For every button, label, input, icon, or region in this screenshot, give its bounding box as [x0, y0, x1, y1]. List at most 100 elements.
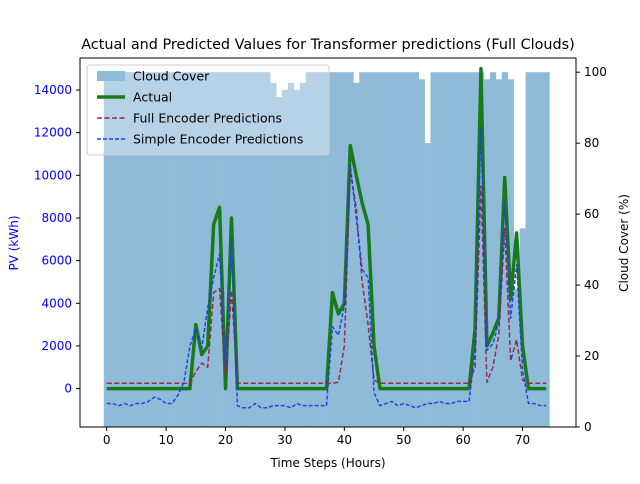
cloud-cover-bar: [501, 72, 509, 427]
y-left-tick-label: 10000: [34, 168, 72, 182]
cloud-cover-bar: [436, 72, 443, 427]
cloud-cover-bar: [442, 72, 449, 427]
cloud-cover-bar: [489, 72, 497, 427]
x-tick-label: 40: [337, 433, 352, 447]
y-left-tick-label: 14000: [34, 83, 72, 97]
cloud-cover-bar: [169, 72, 176, 427]
y-right-tick-label: 80: [584, 136, 599, 150]
cloud-cover-bar: [477, 72, 485, 427]
cloud-cover-bar: [163, 72, 170, 427]
cloud-cover-bar: [353, 82, 360, 427]
legend: Cloud Cover Actual Full Encoder Prediction…: [86, 64, 330, 156]
simple-encoder-line: [106, 125, 547, 409]
cloud-cover-bar: [525, 72, 532, 427]
y-left-tick-label: 12000: [34, 126, 72, 140]
x-tick-label: 60: [455, 433, 470, 447]
legend-label: Cloud Cover: [133, 69, 210, 84]
cloud-cover-bar: [371, 72, 378, 427]
x-tick-label: 20: [218, 433, 233, 447]
cloud-cover-bar: [507, 79, 515, 427]
x-tick-label: 30: [277, 433, 292, 447]
cloud-cover-bar: [204, 72, 212, 427]
cloud-cover-bar: [258, 72, 265, 427]
cloud-cover-bar: [448, 72, 455, 427]
cloud-cover-bar: [466, 72, 473, 427]
cloud-cover-bar: [341, 72, 348, 427]
y-left-tick-label: 4000: [41, 296, 72, 310]
cloud-cover-bar: [454, 72, 461, 427]
cloud-cover-bar: [382, 72, 390, 427]
cloud-cover-bar: [347, 72, 354, 427]
cloud-cover-bar: [543, 72, 550, 427]
cloud-cover-bar: [127, 72, 134, 427]
plot-frame: [79, 57, 577, 428]
cloud-cover-bar: [151, 72, 158, 427]
cloud-cover-bar: [198, 72, 206, 427]
cloud-cover-bar: [377, 72, 384, 427]
y-right-tick-label: 60: [584, 207, 599, 221]
cloud-cover-bar: [115, 72, 122, 427]
cloud-cover-bar: [240, 72, 247, 427]
x-tick-label: 50: [396, 433, 411, 447]
cloud-cover-bar: [133, 72, 140, 427]
cloud-cover-bar: [234, 72, 241, 427]
y-right-tick-label: 40: [584, 278, 599, 292]
legend-label: Simple Encoder Predictions: [133, 132, 303, 147]
cloud-cover-bar: [388, 72, 396, 427]
cloud-cover-bar: [281, 89, 289, 428]
legend-label: Full Encoder Predictions: [133, 111, 282, 126]
cloud-cover-bar: [311, 72, 318, 427]
cloud-cover-bar: [329, 72, 336, 427]
y-left-tick-label: 0: [64, 382, 72, 396]
cloud-cover-bar: [430, 72, 437, 427]
cloud-cover-bar: [394, 72, 402, 427]
y-left-tick-label: 6000: [41, 254, 72, 268]
y-axis-right-label: Cloud Cover (%): [617, 194, 631, 292]
cloud-cover-bar: [359, 72, 366, 427]
cloud-cover-bar: [317, 72, 324, 427]
y-axis-left: 0 2000 4000 6000 8000 10000 12000 14000: [34, 83, 80, 396]
y-left-tick-label: 2000: [41, 339, 72, 353]
x-tick-label: 10: [158, 433, 173, 447]
cloud-cover-bars: [103, 72, 550, 428]
cloud-cover-bar: [252, 72, 259, 427]
cloud-cover-bar: [222, 72, 229, 427]
legend-swatch-cloud-cover: [97, 71, 125, 81]
cloud-cover-bar: [246, 72, 253, 427]
cloud-cover-bar: [412, 72, 419, 427]
cloud-cover-bar: [335, 72, 342, 427]
cloud-cover-bar: [139, 72, 146, 427]
legend-box: [86, 64, 330, 156]
cloud-cover-bar: [323, 72, 330, 427]
x-tick-label: 70: [515, 433, 530, 447]
cloud-cover-bar: [400, 72, 408, 427]
cloud-cover-bar: [192, 72, 200, 427]
cloud-cover-bar: [305, 72, 313, 427]
chart-title: Actual and Predicted Values for Transfor…: [81, 37, 575, 53]
cloud-cover-bar: [406, 72, 414, 427]
full-encoder-line: [106, 170, 547, 385]
x-tick-label: 0: [103, 433, 111, 447]
cloud-cover-bar: [483, 79, 491, 427]
cloud-cover-bar: [513, 288, 520, 428]
y-right-tick-label: 100: [584, 65, 607, 79]
cloud-cover-bar: [495, 79, 503, 427]
cloud-cover-bar: [157, 72, 164, 427]
cloud-cover-bar: [299, 82, 307, 427]
cloud-cover-bar: [460, 72, 467, 427]
cloud-cover-bar: [270, 82, 277, 427]
cloud-cover-bar: [180, 72, 188, 427]
x-axis: 0 10 20 30 40 50 60 70: [103, 427, 530, 447]
y-right-tick-label: 20: [584, 349, 599, 363]
y-left-tick-label: 8000: [41, 211, 72, 225]
series-lines: [106, 66, 547, 409]
cloud-cover-bar: [103, 72, 111, 427]
x-axis-label: Time Steps (Hours): [269, 456, 385, 470]
cloud-cover-bar: [121, 72, 128, 427]
cloud-cover-bar: [145, 72, 152, 427]
cloud-cover-bar: [424, 143, 431, 427]
cloud-cover-bar: [293, 89, 301, 428]
legend-label: Actual: [133, 90, 172, 105]
